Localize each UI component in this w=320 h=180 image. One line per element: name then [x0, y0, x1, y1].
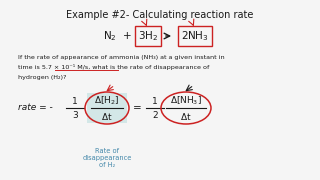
Text: $\Delta$[NH$_3$]: $\Delta$[NH$_3$]	[170, 95, 202, 107]
Text: $\Delta$t: $\Delta$t	[101, 111, 113, 122]
Text: time is 5.7 × 10⁻¹ M/s, what is the rate of disappearance of: time is 5.7 × 10⁻¹ M/s, what is the rate…	[18, 64, 209, 70]
Text: Example #2- Calculating reaction rate: Example #2- Calculating reaction rate	[66, 10, 254, 20]
Text: +: +	[123, 31, 131, 41]
Text: 1: 1	[152, 98, 158, 107]
Text: If the rate of appearance of ammonia (NH₃) at a given instant in: If the rate of appearance of ammonia (NH…	[18, 55, 225, 60]
Text: $\Delta$[H$_2$]: $\Delta$[H$_2$]	[94, 95, 120, 107]
Text: 2NH$_3$: 2NH$_3$	[181, 29, 209, 43]
Text: Rate of
disappearance
of H₂: Rate of disappearance of H₂	[82, 148, 132, 168]
Text: 3: 3	[72, 111, 78, 120]
Text: =: =	[132, 103, 141, 113]
Text: 2: 2	[152, 111, 158, 120]
Text: $\Delta$t: $\Delta$t	[180, 111, 192, 122]
FancyBboxPatch shape	[87, 93, 127, 123]
Text: rate = -: rate = -	[18, 103, 53, 112]
Text: hydrogen (H₂)?: hydrogen (H₂)?	[18, 75, 66, 80]
Text: 3H$_2$: 3H$_2$	[138, 29, 158, 43]
Text: N$_2$: N$_2$	[103, 29, 117, 43]
Text: 1: 1	[72, 98, 78, 107]
